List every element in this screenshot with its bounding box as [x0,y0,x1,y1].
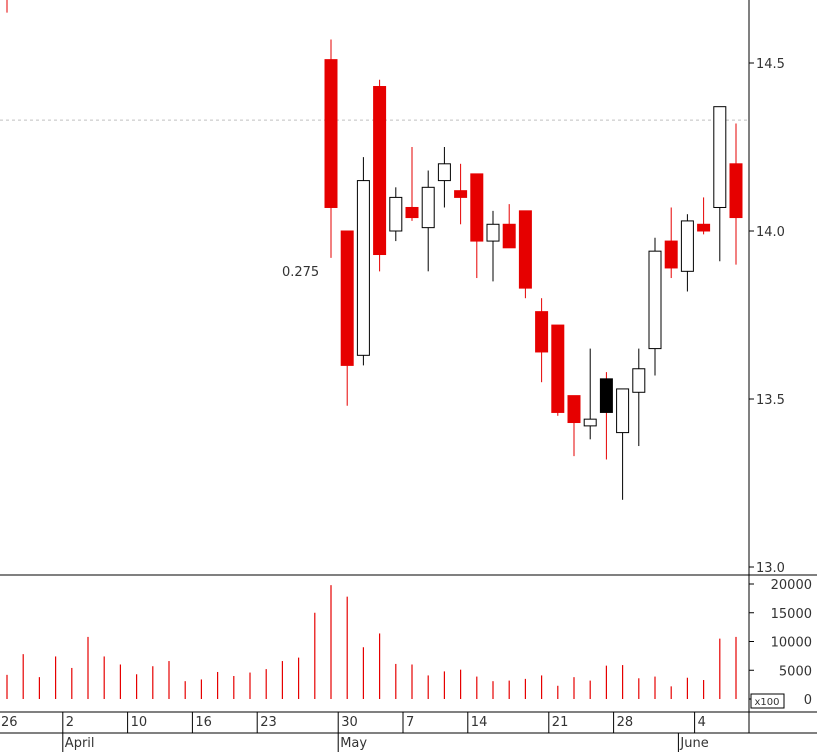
candle [486,210,500,282]
candle [405,147,419,221]
candle-body [551,324,565,413]
candle [454,163,468,225]
candle-body [583,418,597,427]
candle [437,147,451,208]
candle-body [518,210,532,289]
volume-unit-box [750,693,785,709]
candle-body [632,368,646,393]
candle [535,298,549,383]
price-tick-label: 13.0 [756,561,785,576]
date-tick-label: 30 [341,715,358,730]
candle-body [486,223,500,242]
candle [664,207,678,279]
date-tick-label: 23 [260,715,277,730]
candle [340,230,354,406]
candle-body [648,250,662,350]
candle-body [454,190,468,198]
candle-body [324,59,338,208]
price-tick-label: 14.0 [756,225,785,240]
candle-body [697,223,711,232]
candle [648,237,662,376]
candle [356,157,370,366]
candle [470,173,484,279]
volume-tick-label: 5000 [779,664,812,679]
candle-body [535,311,549,353]
candle [502,204,516,249]
candle [324,39,338,258]
candle-body [470,173,484,242]
candle-body [599,378,613,413]
date-tick-label: 21 [552,715,569,730]
candle-body [389,196,403,232]
candle [518,210,532,299]
candle [373,79,387,272]
candle [713,106,727,262]
month-label: June [679,736,708,751]
candle-body [616,388,630,434]
volume-layer [6,585,737,699]
candle [632,348,646,447]
labels-layer: 26 2 10 16 23 30 7 14 21 28 4 April May June 0.275 [1,265,709,752]
candle [599,372,613,460]
date-tick-label: 4 [698,715,706,730]
volume-tick-label: 10000 [771,636,812,651]
candle-body [502,223,516,249]
annotation-label: 0.275 [282,265,319,280]
candle-body [664,240,678,269]
candle [567,395,581,457]
candles-layer [6,0,743,500]
volume-tick-label: 0 [804,693,812,708]
candle-body [356,180,370,356]
candle-body [680,220,694,272]
date-tick-label: 16 [195,715,212,730]
price-tick-label: 14.5 [756,57,785,72]
candle [421,170,435,272]
date-tick-label: 10 [131,715,148,730]
candle-body [421,186,435,229]
volume-tick-label: 15000 [771,607,812,622]
candle [616,388,630,500]
candle-body [567,395,581,424]
candle [6,0,8,13]
candle [697,197,711,235]
volume-unit-label: x100 [754,697,779,708]
candle [389,187,403,242]
candle [729,123,743,265]
price-tick-label: 13.5 [756,393,785,408]
candle-body [340,230,354,366]
candle [551,324,565,416]
date-tick-label: 2 [66,715,74,730]
candle [583,348,597,440]
date-tick-label: 7 [406,715,414,730]
candle-body [729,163,743,219]
candle-body [373,86,387,256]
candle-body [437,163,451,182]
date-tick-label: 14 [471,715,488,730]
candle-body [713,106,727,208]
date-tick-label: 26 [1,715,18,730]
candle [680,214,694,292]
month-label: May [340,736,367,751]
month-label: April [65,736,95,751]
volume-tick-label: 20000 [771,578,812,593]
date-tick-label: 28 [617,715,634,730]
candle-body [405,206,419,219]
axes-layer: 13.013.514.014.515.015.516.0050001000015… [0,0,817,734]
